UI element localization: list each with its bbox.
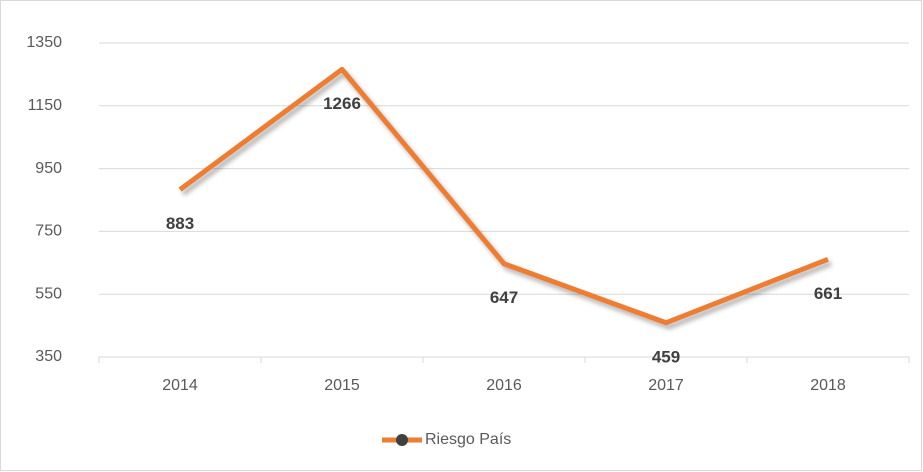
- y-tick-label: 350: [35, 348, 62, 365]
- y-tick-label: 1150: [28, 97, 63, 114]
- x-tick-label: 2014: [162, 377, 198, 394]
- data-label: 459: [652, 347, 680, 366]
- x-tick-label: 2015: [324, 377, 360, 394]
- x-tick-label: 2017: [648, 377, 684, 394]
- x-tick-label: 2018: [810, 377, 846, 394]
- y-tick-label: 950: [35, 160, 62, 177]
- data-label: 661: [814, 284, 842, 303]
- y-tick-label: 550: [35, 285, 62, 302]
- legend-label: Riesgo País: [425, 431, 511, 448]
- y-tick-label: 1350: [26, 34, 62, 51]
- x-tick-label: 2016: [486, 377, 522, 394]
- line: [178, 66, 829, 326]
- data-label: 1266: [323, 94, 361, 113]
- data-label: 883: [166, 214, 194, 233]
- data-label: 647: [490, 288, 518, 307]
- legend-marker: [396, 434, 408, 446]
- y-tick-label: 750: [35, 223, 62, 240]
